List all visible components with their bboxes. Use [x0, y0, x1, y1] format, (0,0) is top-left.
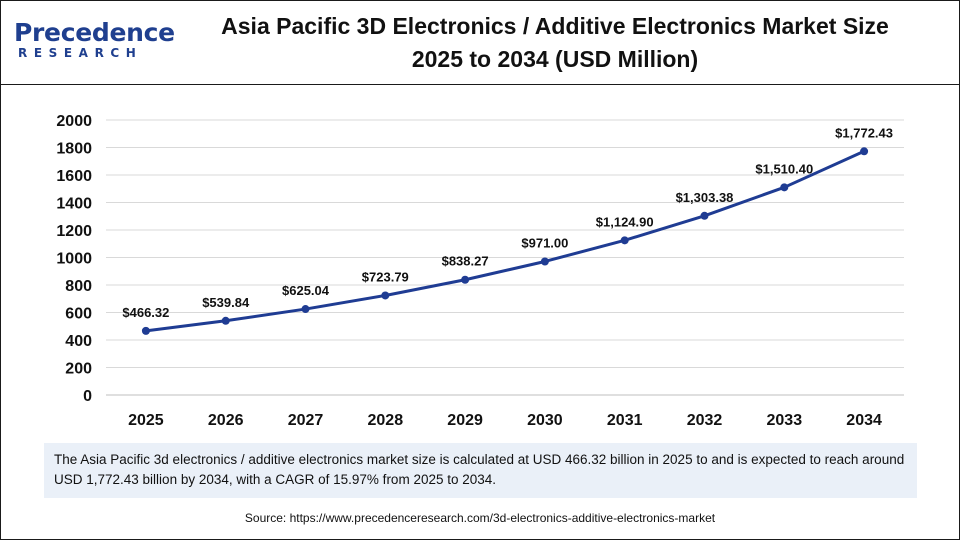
brand-sub: RESEARCH	[18, 46, 143, 60]
line-chart: 0 200 400 600 800 1000 1200 1400 1600 1800 2000 202…	[0, 100, 960, 440]
data-label: $838.27	[442, 254, 489, 269]
source-line: Source: https://www.precedenceresearch.c…	[244, 511, 716, 525]
y-tick-label: 1600	[56, 168, 92, 185]
y-tick-label: 1400	[56, 196, 92, 213]
data-label: $1,772.43	[835, 125, 893, 140]
data-label: $539.84	[202, 295, 250, 310]
data-point	[700, 211, 709, 220]
y-tick-label: 2000	[56, 113, 92, 130]
x-tick-label: 2027	[288, 412, 324, 429]
x-tick-label: 2030	[527, 412, 563, 429]
y-tick-label: 800	[65, 278, 92, 295]
data-label: $1,303.38	[676, 190, 734, 205]
x-tick-label: 2031	[607, 412, 643, 429]
header: Precedence RESEARCH Asia Pacific 3D Elec…	[0, 0, 960, 85]
series-line	[145, 149, 865, 333]
y-tick-label: 1800	[56, 141, 92, 158]
data-label: $1,510.40	[755, 161, 813, 176]
data-point	[780, 183, 789, 192]
y-tick-label: 200	[65, 361, 92, 378]
y-tick-label: 600	[65, 306, 92, 323]
brand-logo: Precedence RESEARCH	[14, 12, 175, 68]
data-point	[221, 316, 230, 325]
data-label: $723.79	[362, 269, 409, 284]
chart-title: Asia Pacific 3D Electronics / Additive E…	[170, 10, 940, 76]
chart-title-line2: 2025 to 2034 (USD Million)	[411, 46, 699, 72]
chart-svg: 0 200 400 600 800 1000 1200 1400 1600 1800 2000 202…	[56, 113, 904, 429]
x-tick-label: 2026	[208, 412, 244, 429]
data-point	[141, 326, 150, 335]
data-point	[620, 236, 629, 245]
data-point	[540, 257, 549, 266]
data-label: $466.32	[122, 305, 169, 320]
data-label: $625.04	[282, 283, 330, 298]
data-label: $971.00	[521, 235, 568, 250]
y-tick-label: 400	[65, 333, 92, 350]
x-tick-label: 2034	[846, 412, 882, 429]
data-point	[461, 275, 470, 284]
x-tick-label: 2029	[447, 412, 483, 429]
data-point	[860, 147, 869, 156]
data-label: $1,124.90	[596, 214, 654, 229]
brand-name: Precedence	[14, 18, 175, 47]
x-tick-label: 2025	[128, 412, 164, 429]
x-tick-label: 2033	[767, 412, 803, 429]
y-tick-label: 0	[83, 388, 92, 405]
data-point	[301, 305, 310, 314]
y-tick-label: 1000	[56, 251, 92, 268]
summary-note: The Asia Pacific 3d electronics / additi…	[44, 443, 917, 498]
x-tick-label: 2032	[687, 412, 723, 429]
chart-title-line1: Asia Pacific 3D Electronics / Additive E…	[221, 13, 889, 39]
y-tick-label: 1200	[56, 223, 92, 240]
x-tick-label: 2028	[368, 412, 404, 429]
data-point	[381, 291, 390, 300]
